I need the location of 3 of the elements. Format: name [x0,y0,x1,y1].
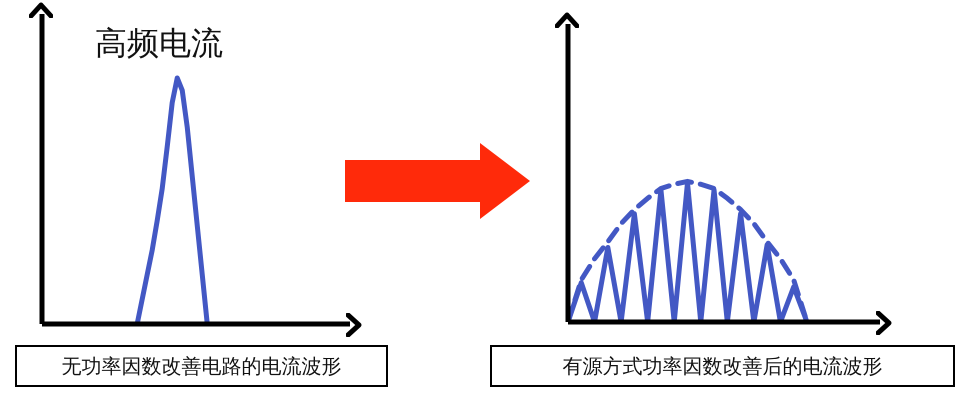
x-axis-title: 有源方式功率因数改善后的电流波形 [490,345,955,387]
x-axis-title: 无功率因数改善电路的电流波形 [15,345,388,387]
chart-title: 高频电流 [95,23,223,64]
